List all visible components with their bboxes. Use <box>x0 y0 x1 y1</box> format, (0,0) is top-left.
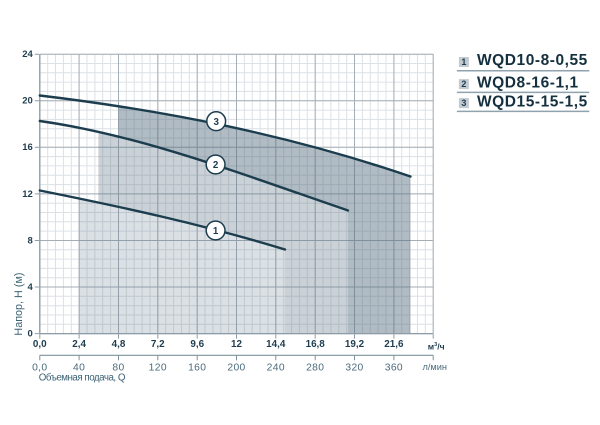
svg-text:40: 40 <box>73 362 85 373</box>
svg-text:240: 240 <box>267 362 285 373</box>
svg-text:WQD10-8-0,55: WQD10-8-0,55 <box>477 52 588 69</box>
svg-text:280: 280 <box>306 362 324 373</box>
svg-text:120: 120 <box>149 362 167 373</box>
svg-text:4,8: 4,8 <box>112 339 126 350</box>
svg-text:Объемная подача, Q: Объемная подача, Q <box>39 373 126 384</box>
svg-text:24: 24 <box>22 49 33 60</box>
svg-text:16: 16 <box>22 142 33 153</box>
svg-text:12: 12 <box>22 189 33 200</box>
svg-text:19,2: 19,2 <box>345 339 365 350</box>
svg-text:8: 8 <box>28 235 33 246</box>
svg-text:1: 1 <box>213 226 219 237</box>
svg-text:200: 200 <box>227 362 245 373</box>
svg-text:3: 3 <box>461 98 466 108</box>
svg-text:2: 2 <box>213 160 219 171</box>
svg-text:0: 0 <box>28 329 33 340</box>
svg-text:21,6: 21,6 <box>384 339 404 350</box>
svg-text:4: 4 <box>28 282 34 293</box>
svg-text:Напор, Н (м): Напор, Н (м) <box>13 273 25 336</box>
svg-text:80: 80 <box>112 362 124 373</box>
svg-text:320: 320 <box>345 362 363 373</box>
svg-text:16,8: 16,8 <box>306 339 326 350</box>
svg-text:7,2: 7,2 <box>151 339 165 350</box>
svg-text:м3/ч: м3/ч <box>428 341 445 351</box>
svg-text:2: 2 <box>461 79 466 89</box>
svg-text:3: 3 <box>213 117 219 128</box>
svg-text:WQD15-15-1,5: WQD15-15-1,5 <box>477 93 588 110</box>
svg-text:0,0: 0,0 <box>32 362 47 373</box>
svg-text:14,4: 14,4 <box>266 339 286 350</box>
svg-text:1: 1 <box>461 57 466 67</box>
svg-text:л/мин: л/мин <box>423 362 447 372</box>
svg-text:160: 160 <box>188 362 206 373</box>
svg-text:2,4: 2,4 <box>72 339 86 350</box>
svg-text:WQD8-16-1,1: WQD8-16-1,1 <box>477 74 579 91</box>
svg-text:0,0: 0,0 <box>33 339 47 350</box>
svg-text:20: 20 <box>22 96 33 107</box>
svg-text:360: 360 <box>385 362 403 373</box>
svg-text:12: 12 <box>231 339 242 350</box>
svg-text:9,6: 9,6 <box>190 339 204 350</box>
